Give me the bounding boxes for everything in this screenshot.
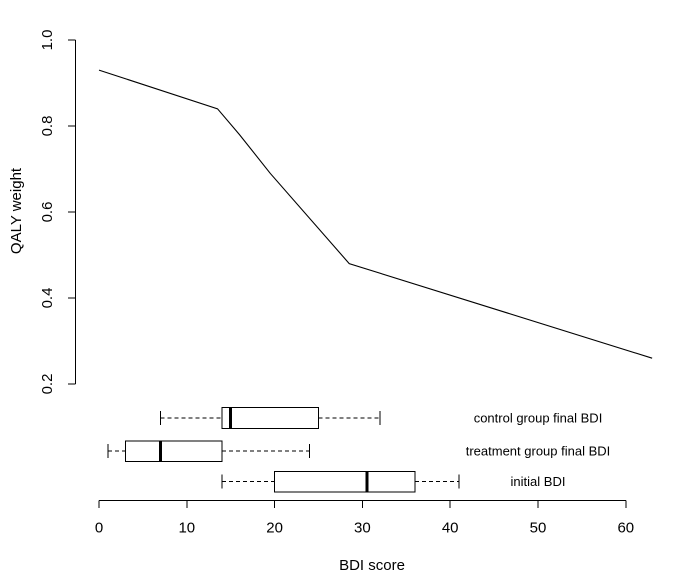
x-tick-label: 30	[354, 520, 371, 537]
y-tick-label: 1.0	[39, 30, 56, 51]
x-tick-label: 0	[95, 520, 103, 537]
y-tick-label: 0.6	[39, 202, 56, 223]
x-tick-label: 50	[530, 520, 547, 537]
x-axis-title: BDI score	[339, 557, 405, 574]
axes: 0.2 0.4 0.6 0.8 1.0 0 10 20 30 40 50 60	[39, 30, 634, 537]
boxplot-label: control group final BDI	[474, 410, 603, 425]
qaly-weight-line	[98, 69, 653, 359]
boxplot-2: treatment group final BDI	[107, 440, 611, 462]
x-tick-label: 20	[266, 520, 283, 537]
x-tick-label: 40	[442, 520, 459, 537]
x-tick-label: 60	[617, 520, 634, 537]
iqr-box	[124, 440, 223, 462]
iqr-box	[221, 407, 319, 429]
y-tick-label: 0.2	[39, 374, 56, 395]
y-axis-title: QALY weight	[8, 167, 25, 254]
y-tick-label: 0.8	[39, 116, 56, 137]
x-tick-label: 10	[178, 520, 195, 537]
boxplot-label: initial BDI	[511, 474, 566, 489]
boxplot-label: treatment group final BDI	[466, 444, 611, 459]
qaly-curve	[98, 69, 653, 359]
iqr-box	[274, 470, 416, 493]
boxplot-3: initial BDI	[221, 470, 566, 493]
y-tick-label: 0.4	[39, 288, 56, 309]
boxplots: control group final BDI treatment group f…	[107, 407, 611, 493]
boxplot-1: control group final BDI	[159, 407, 603, 429]
